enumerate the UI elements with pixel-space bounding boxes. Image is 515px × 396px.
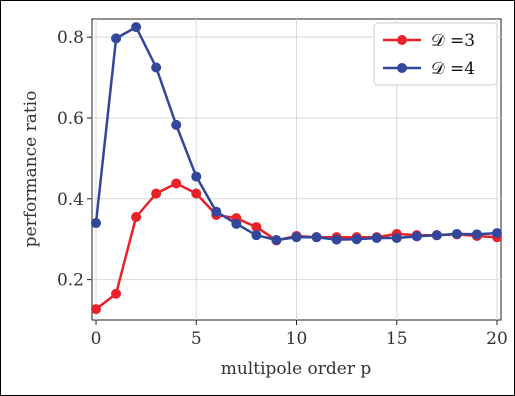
data-point <box>451 228 462 239</box>
data-point <box>191 188 202 199</box>
y-tick-label: 0.4 <box>57 190 84 210</box>
legend-label: 𝒟 =3 <box>431 31 475 51</box>
data-point <box>391 232 402 243</box>
data-point <box>131 211 142 222</box>
data-point <box>111 33 122 44</box>
data-series <box>91 22 502 315</box>
y-tick-label: 0.2 <box>57 271 84 291</box>
data-point <box>231 218 242 229</box>
x-axis-label: multipole order p <box>221 359 372 379</box>
data-point <box>311 232 322 243</box>
data-point <box>271 235 282 246</box>
legend-swatch-marker <box>397 63 407 73</box>
data-point <box>411 231 422 242</box>
data-point <box>291 232 302 243</box>
data-point <box>491 228 502 239</box>
data-point <box>171 178 182 189</box>
data-point <box>211 206 222 217</box>
data-point <box>131 22 142 33</box>
data-point <box>331 234 342 245</box>
legend-swatch-marker <box>397 35 407 45</box>
series-2 <box>91 22 502 246</box>
y-tick-label: 0.6 <box>57 109 84 129</box>
data-point <box>371 232 382 243</box>
data-point <box>191 171 202 182</box>
data-point <box>351 234 362 245</box>
data-point <box>151 62 162 73</box>
data-point <box>91 218 102 229</box>
x-tick-label: 10 <box>286 329 308 349</box>
axis-ticks: 0 5 10 15 20 0.2 0.4 0.6 0.8 <box>57 28 508 349</box>
x-tick-label: 0 <box>91 329 102 349</box>
y-axis-label: performance ratio <box>21 91 41 248</box>
data-point <box>251 222 262 233</box>
legend-label: 𝒟 =4 <box>431 59 475 79</box>
data-point <box>431 230 442 241</box>
y-tick-label: 0.8 <box>57 28 84 48</box>
data-point <box>471 229 482 240</box>
data-point <box>171 119 182 130</box>
x-tick-label: 15 <box>386 329 408 349</box>
legend: 𝒟 =3 𝒟 =4 <box>373 22 498 86</box>
data-point <box>111 288 122 299</box>
data-point <box>251 230 262 241</box>
data-point <box>151 188 162 199</box>
data-point <box>91 304 102 315</box>
x-tick-label: 5 <box>191 329 202 349</box>
x-tick-label: 20 <box>486 329 508 349</box>
